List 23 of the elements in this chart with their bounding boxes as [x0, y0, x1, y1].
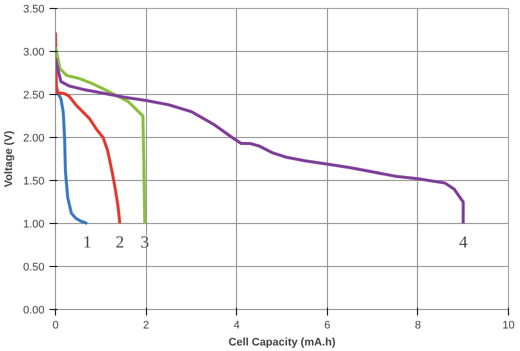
y-tick-label: 3.00 — [23, 46, 45, 58]
line-series — [56, 46, 146, 225]
series-label: 3 — [140, 232, 149, 252]
line-series — [56, 56, 465, 225]
y-tick-label: 0.50 — [23, 262, 45, 274]
line-series — [56, 31, 122, 225]
y-tick-label: 2.50 — [23, 90, 45, 102]
x-tick-label: 6 — [324, 320, 330, 332]
series-label: 1 — [82, 232, 92, 252]
y-tick-label: 2.00 — [23, 132, 45, 144]
y-tick-label: 1.50 — [23, 176, 45, 188]
x-axis-title: Cell Capacity (mA.h) — [228, 336, 336, 348]
series-label: 4 — [458, 232, 468, 252]
x-tick-label: 0 — [52, 320, 59, 332]
y-tick-label: 3.50 — [23, 4, 45, 16]
x-tick-label: 10 — [502, 320, 515, 332]
x-tick-label: 2 — [143, 320, 150, 332]
y-axis-title: Voltage (V) — [3, 130, 16, 188]
y-tick-label: 0.00 — [23, 304, 45, 316]
series-label: 2 — [116, 232, 124, 252]
x-tick-label: 8 — [414, 320, 421, 332]
x-tick-label: 4 — [234, 320, 240, 332]
y-tick-label: 1.00 — [23, 218, 45, 230]
